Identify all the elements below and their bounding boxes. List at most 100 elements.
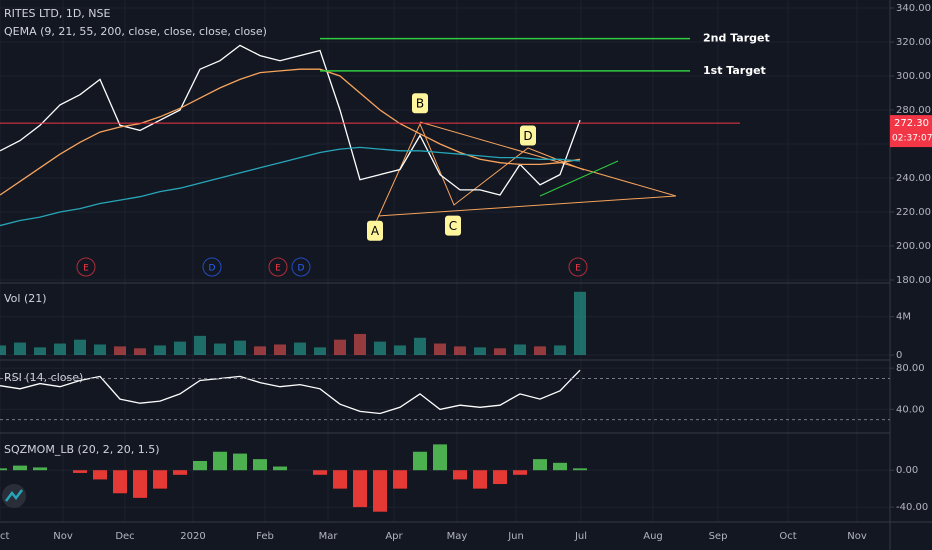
y-tick-label: 80.00 (896, 363, 925, 374)
volume-bar (234, 340, 246, 355)
momentum-bar (493, 470, 507, 485)
volume-bar (174, 341, 186, 355)
x-tick-label: Feb (256, 531, 274, 542)
logo[interactable] (2, 484, 26, 508)
event-marker (568, 257, 588, 277)
momentum-bar (133, 470, 147, 498)
sqz-title: SQZMOM_LB (20, 2, 20, 1.5) (4, 443, 160, 456)
event-label: D (298, 264, 305, 274)
pattern-label: C (449, 219, 457, 233)
momentum-bar (393, 470, 407, 489)
indicator-title: QEMA (9, 21, 55, 200, close, close, clos… (4, 25, 267, 38)
momentum-bar (553, 462, 567, 471)
x-tick-label: Sep (709, 531, 728, 542)
grid (0, 0, 890, 522)
event-label: E (275, 264, 281, 274)
y-tick-label: 200.00 (896, 241, 931, 252)
rsi-title: RSI (14, close) (4, 371, 83, 384)
volume-bar (254, 346, 266, 355)
volume-bar (134, 348, 146, 355)
volume-bar (434, 343, 446, 355)
x-tick-label: May (447, 531, 468, 542)
x-tick-label: ct (0, 531, 9, 542)
momentum-bar (173, 470, 187, 475)
momentum-bar (253, 459, 267, 471)
volume-bar (14, 342, 26, 355)
pattern-point (520, 125, 536, 146)
volume-bar (554, 345, 566, 355)
volume-bar (34, 347, 46, 355)
volume-bar (354, 333, 366, 355)
momentum-bar (273, 466, 287, 471)
volume-bar (494, 348, 506, 355)
volume-bar (154, 345, 166, 355)
momentum-bar (533, 459, 547, 471)
y-tick-label: 220.00 (896, 207, 931, 218)
y-tick-label: 180.00 (896, 275, 931, 286)
y-tick-label: 300.00 (896, 71, 931, 82)
momentum-bar (73, 470, 87, 473)
momentum-bar (153, 470, 167, 489)
y-tick-label: -40.00 (896, 502, 928, 513)
x-tick-label: 2020 (180, 531, 205, 542)
volume-bar (414, 337, 426, 355)
pattern-point (367, 220, 383, 241)
logo-icon[interactable] (5, 489, 23, 502)
momentum-bar (333, 470, 347, 489)
volume-bar (474, 347, 486, 355)
x-tick-label: Jun (507, 531, 524, 542)
momentum-bar (373, 470, 387, 512)
momentum-bar (213, 451, 227, 471)
volume-bar (454, 346, 466, 355)
volume-bar (274, 344, 286, 355)
volume-title: Vol (21) (4, 292, 47, 305)
y-tick-label: 40.00 (896, 404, 925, 415)
x-tick-label: Apr (385, 531, 403, 542)
trend-line (377, 195, 677, 217)
x-tick-label: Nov (847, 531, 867, 542)
momentum-bar (513, 470, 527, 475)
event-marker (76, 257, 96, 277)
volume-bar (374, 341, 386, 355)
momentum-bar (113, 470, 127, 494)
pattern-line (375, 122, 585, 223)
event-marker (268, 257, 288, 277)
volume-bar (314, 347, 326, 355)
volume-bar (194, 335, 206, 355)
price-line (0, 369, 581, 415)
momentum-bar (193, 460, 207, 471)
pattern-label: A (371, 224, 380, 238)
momentum-bar (13, 465, 27, 471)
x-tick-label: Oct (779, 531, 796, 542)
volume-bar (294, 342, 306, 355)
price-line (0, 146, 581, 227)
volume-bar (0, 345, 6, 355)
momentum-bar (233, 453, 247, 471)
event-marker (202, 257, 222, 277)
y-tick-label: 340.00 (896, 3, 931, 14)
x-tick-label: Jul (574, 531, 587, 542)
price-line (0, 68, 581, 196)
target-label: 1st Target (703, 64, 766, 77)
y-tick-label: 320.00 (896, 37, 931, 48)
momentum-bar (93, 470, 107, 480)
trend-line (539, 160, 619, 197)
momentum-bar (573, 468, 587, 471)
x-tick-label: Nov (53, 531, 73, 542)
volume-bar (534, 346, 546, 355)
y-tick-label: 0 (896, 350, 902, 361)
momentum-bar (33, 467, 47, 471)
volume-bar (74, 339, 86, 355)
volume-bar (334, 339, 346, 355)
event-marker (291, 257, 311, 277)
price-line (0, 44, 581, 196)
pattern-point (412, 93, 428, 114)
momentum-bar (413, 451, 427, 471)
symbol-title: RITES LTD, 1D, NSE (4, 7, 111, 20)
y-tick-label: 0.00 (896, 465, 918, 476)
y-tick-label: 240.00 (896, 173, 931, 184)
event-label: E (83, 264, 89, 274)
volume-bar (54, 343, 66, 355)
momentum-bar (473, 470, 487, 489)
volume-bar (394, 345, 406, 355)
